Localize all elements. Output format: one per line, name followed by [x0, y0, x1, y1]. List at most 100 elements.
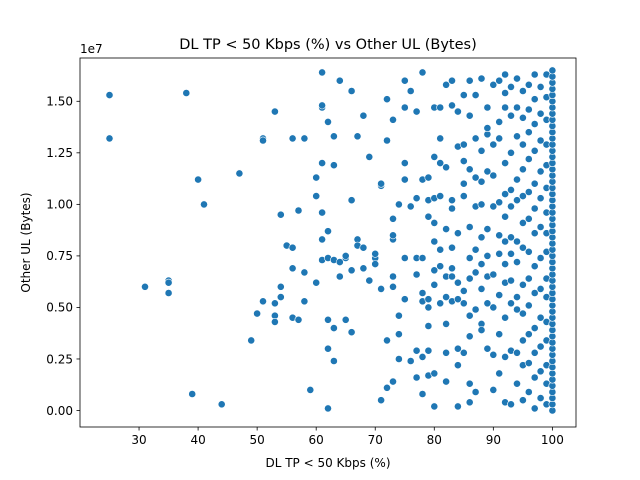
data-point [519, 87, 527, 95]
y-tick-label: 1.00 [46, 198, 73, 212]
data-point [453, 295, 462, 304]
data-point [530, 229, 539, 238]
data-point [507, 202, 515, 211]
data-point [400, 159, 409, 167]
data-point [365, 276, 374, 285]
data-point [513, 196, 521, 205]
data-point [377, 179, 385, 188]
data-point [501, 190, 509, 198]
data-point [530, 204, 539, 213]
data-point [471, 91, 480, 99]
data-point [335, 272, 344, 281]
data-point [530, 404, 539, 413]
data-point [524, 359, 533, 367]
data-point [548, 66, 557, 75]
data-point [453, 229, 462, 238]
data-point [453, 402, 462, 411]
data-point [400, 76, 409, 85]
plot-frame [79, 57, 577, 428]
data-point [448, 264, 456, 273]
data-point [489, 303, 498, 312]
data-point [389, 377, 397, 386]
data-point [430, 369, 439, 378]
data-point [465, 76, 474, 85]
data-point [465, 254, 474, 262]
data-point [483, 251, 492, 260]
data-point [288, 264, 297, 273]
data-point [465, 111, 474, 120]
data-point [459, 286, 468, 295]
data-point [507, 111, 515, 120]
data-point [353, 132, 362, 141]
data-point [495, 118, 504, 126]
data-point [389, 214, 397, 223]
data-point [300, 134, 309, 143]
y-tick-label: 1.25 [46, 146, 73, 160]
data-point [501, 89, 509, 97]
data-point [513, 237, 521, 246]
data-point [477, 200, 486, 209]
data-point [312, 192, 321, 200]
data-point [513, 74, 521, 83]
data-point [489, 171, 498, 180]
data-point [495, 231, 504, 240]
data-point [507, 233, 515, 242]
data-point [471, 305, 480, 314]
data-point [430, 280, 439, 289]
data-point [459, 348, 468, 357]
data-point [495, 134, 504, 143]
data-point [536, 136, 545, 145]
data-point [276, 293, 285, 301]
data-point [253, 309, 261, 318]
data-point [436, 159, 445, 167]
data-point [371, 249, 380, 258]
data-point [513, 293, 521, 301]
x-tick-label: 90 [486, 433, 501, 447]
data-point [530, 70, 539, 79]
data-point [442, 319, 450, 328]
data-point [524, 128, 533, 137]
data-point [477, 260, 486, 268]
data-point [501, 212, 509, 221]
x-tick-label: 100 [541, 433, 564, 447]
y-tick-label: 0.25 [46, 352, 73, 366]
data-point [217, 400, 226, 409]
data-point [524, 214, 533, 223]
data-point [418, 289, 427, 297]
data-point [513, 305, 521, 314]
data-point [507, 83, 515, 91]
data-point [430, 402, 439, 411]
data-point [442, 163, 450, 172]
data-point [459, 157, 468, 165]
data-point [471, 173, 480, 182]
data-point [394, 330, 403, 339]
data-point [536, 254, 545, 262]
y-tick-label: 1.50 [46, 95, 73, 109]
data-point [105, 91, 114, 99]
data-point [489, 350, 498, 359]
data-point [294, 206, 303, 215]
data-point [312, 278, 321, 287]
data-point [489, 385, 498, 394]
data-point [329, 324, 338, 332]
data-point [513, 132, 521, 141]
x-axis-ticks: 30 40 50 60 70 80 90 100 [131, 427, 564, 447]
data-point [459, 179, 468, 188]
data-point [524, 274, 533, 283]
data-point [524, 301, 533, 310]
data-point [459, 299, 468, 308]
data-point [188, 390, 197, 398]
data-point [489, 202, 498, 211]
data-point [465, 165, 474, 174]
data-point [489, 270, 498, 279]
data-point [359, 243, 368, 252]
data-point [141, 282, 149, 291]
data-point [430, 218, 439, 227]
data-point [524, 247, 533, 256]
data-point [442, 348, 450, 357]
data-point [394, 311, 403, 320]
data-point [300, 297, 309, 306]
data-point [519, 336, 527, 345]
data-point [359, 111, 368, 120]
